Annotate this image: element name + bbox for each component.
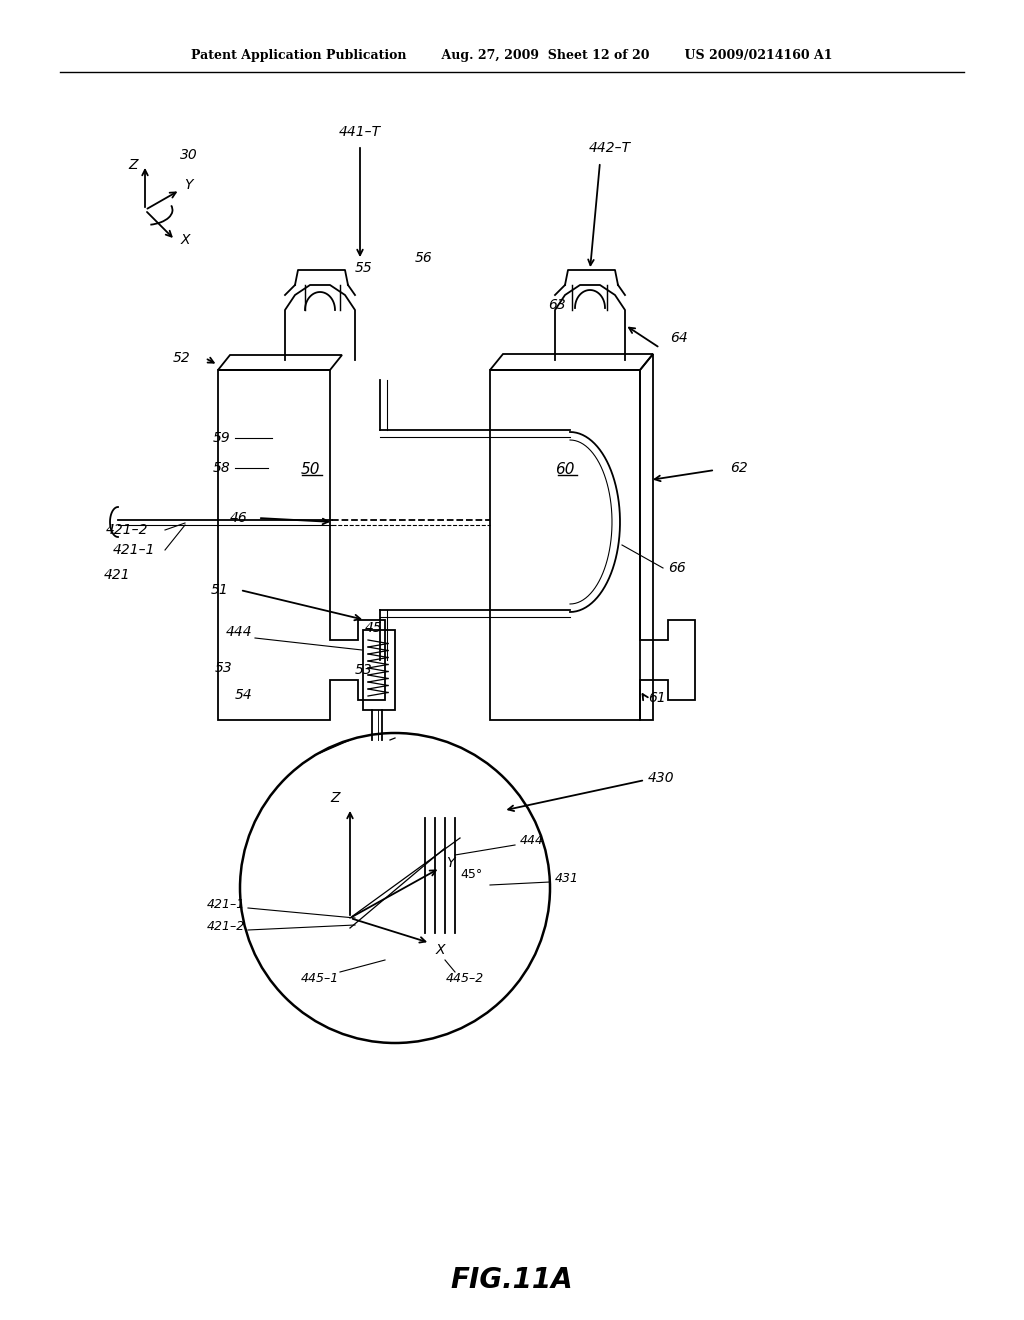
Text: 421–1: 421–1	[207, 899, 245, 912]
Text: 421–2: 421–2	[105, 523, 148, 537]
Text: 51: 51	[210, 583, 228, 597]
Text: 53: 53	[214, 661, 232, 675]
Text: 54: 54	[234, 688, 252, 702]
Text: 442–T: 442–T	[589, 141, 631, 154]
Text: 45°: 45°	[460, 869, 482, 882]
Text: 52: 52	[172, 351, 190, 366]
Text: 50: 50	[300, 462, 319, 478]
Text: 55: 55	[355, 261, 373, 275]
Text: 45: 45	[365, 620, 383, 635]
Text: 421–2: 421–2	[207, 920, 245, 933]
Text: Z: Z	[331, 791, 340, 805]
Text: 444: 444	[225, 624, 252, 639]
Text: 63: 63	[548, 298, 565, 312]
Text: 66: 66	[668, 561, 686, 576]
Text: Z: Z	[128, 158, 138, 172]
Text: 441–T: 441–T	[339, 125, 381, 139]
Text: Patent Application Publication        Aug. 27, 2009  Sheet 12 of 20        US 20: Patent Application Publication Aug. 27, …	[191, 49, 833, 62]
Text: 53: 53	[355, 663, 373, 677]
Text: FIG.11A: FIG.11A	[451, 1266, 573, 1294]
Text: 59: 59	[212, 432, 230, 445]
Text: 64: 64	[670, 331, 688, 345]
Text: 30: 30	[180, 148, 198, 162]
Text: 431: 431	[555, 871, 579, 884]
Text: 445–1: 445–1	[301, 972, 339, 985]
Text: 421–1: 421–1	[113, 543, 155, 557]
Text: 444: 444	[520, 833, 544, 846]
Text: 58: 58	[212, 461, 230, 475]
Text: 62: 62	[730, 461, 748, 475]
Text: 61: 61	[648, 690, 666, 705]
Text: 46: 46	[230, 511, 248, 525]
Text: X: X	[180, 234, 189, 247]
Text: 430: 430	[648, 771, 675, 785]
Text: 56: 56	[415, 251, 433, 265]
Text: 445–2: 445–2	[445, 972, 484, 985]
Text: 60: 60	[555, 462, 574, 478]
Bar	[362, 630, 395, 710]
Text: Y: Y	[183, 178, 193, 191]
Text: Y: Y	[445, 855, 455, 870]
Text: 421: 421	[103, 568, 130, 582]
Text: X: X	[435, 942, 444, 957]
